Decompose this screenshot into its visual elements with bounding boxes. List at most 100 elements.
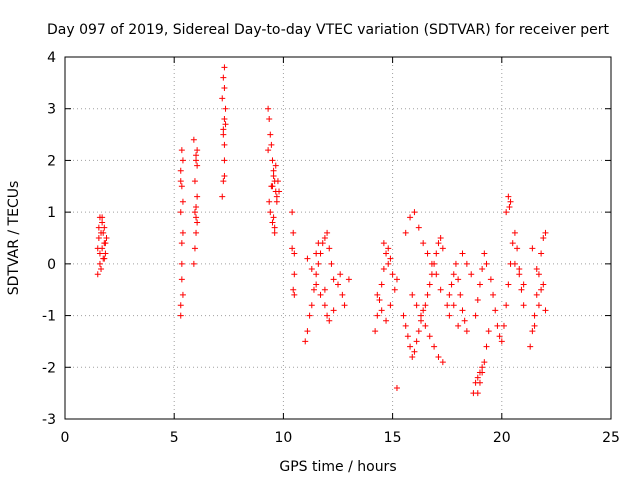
data-point: [542, 307, 549, 314]
data-point: [308, 302, 315, 309]
data-point: [178, 260, 185, 267]
data-point: [479, 364, 486, 371]
data-point: [304, 328, 311, 335]
data-point: [413, 302, 420, 309]
data-point: [461, 317, 468, 324]
data-point: [426, 333, 433, 340]
data-point: [321, 235, 328, 241]
data-point: [267, 131, 274, 138]
data-point: [407, 214, 414, 221]
data-point: [437, 286, 444, 293]
data-point: [487, 276, 494, 283]
data-point: [529, 328, 536, 335]
data-point: [101, 255, 108, 262]
data-point: [221, 64, 228, 71]
data-point: [177, 178, 184, 185]
data-point: [535, 302, 542, 309]
data-point: [345, 276, 352, 283]
data-point: [219, 95, 226, 102]
data-point: [326, 245, 333, 252]
data-point: [337, 271, 344, 278]
data-point: [492, 307, 499, 314]
x-tick-label: 10: [274, 430, 292, 446]
data-point: [520, 281, 527, 288]
data-point: [520, 302, 527, 309]
data-point: [422, 322, 429, 329]
data-point: [496, 333, 503, 340]
data-point: [221, 116, 228, 123]
data-point: [490, 291, 497, 298]
data-point: [417, 317, 424, 324]
data-point: [220, 131, 227, 138]
data-point: [193, 152, 200, 159]
plot-frame: [64, 56, 612, 420]
data-point: [273, 198, 280, 205]
data-point: [272, 162, 279, 169]
data-point: [509, 240, 516, 247]
data-point: [455, 276, 462, 283]
data-point: [417, 312, 424, 319]
data-point: [290, 286, 297, 293]
data-point: [450, 271, 457, 278]
data-point: [448, 281, 455, 288]
data-point: [439, 245, 446, 252]
data-point: [378, 307, 385, 314]
data-point: [221, 85, 228, 92]
data-point: [179, 157, 186, 164]
data-point: [450, 302, 457, 309]
data-point: [374, 291, 381, 298]
data-point: [194, 193, 201, 200]
data-point: [102, 240, 109, 247]
data-point: [514, 245, 521, 252]
data-point: [538, 286, 545, 293]
data-point: [289, 245, 296, 252]
data-point: [220, 74, 227, 81]
data-point: [179, 291, 186, 298]
chart-title: Day 097 of 2019, Sidereal Day-to-day VTE…: [47, 22, 609, 38]
data-point: [431, 343, 438, 350]
data-point: [291, 271, 298, 278]
data-point: [191, 209, 198, 216]
data-point: [516, 271, 523, 278]
data-point: [313, 250, 320, 257]
x-tick-label: 5: [170, 430, 179, 446]
x-tick-label: 20: [493, 430, 511, 446]
data-point: [393, 276, 400, 283]
data-point: [99, 219, 106, 226]
data-point: [474, 297, 481, 304]
data-point: [457, 291, 464, 298]
data-point: [102, 250, 109, 257]
data-point: [433, 250, 440, 257]
data-point: [98, 266, 105, 273]
data-point: [383, 250, 390, 257]
data-point: [463, 260, 470, 267]
data-point: [428, 260, 435, 267]
data-point: [391, 286, 398, 293]
y-tick-label: 3: [47, 102, 56, 118]
data-point: [494, 322, 501, 329]
data-point: [313, 281, 320, 288]
data-point: [435, 353, 442, 360]
data-point: [435, 240, 442, 247]
data-point: [317, 291, 324, 298]
data-point: [339, 291, 346, 298]
data-point: [411, 209, 418, 216]
data-point: [194, 219, 201, 226]
data-point: [409, 353, 416, 360]
data-point: [315, 240, 322, 247]
data-point: [474, 374, 481, 381]
y-tick-label: -3: [42, 412, 56, 428]
data-point: [476, 281, 483, 288]
data-point: [479, 369, 486, 376]
data-point: [271, 224, 278, 231]
data-point: [306, 312, 313, 319]
data-point: [420, 240, 427, 247]
data-point: [221, 141, 228, 148]
data-point: [222, 121, 229, 128]
data-point: [194, 147, 201, 154]
x-tick-label: 0: [61, 430, 70, 446]
data-point: [94, 271, 101, 278]
data-point: [476, 379, 483, 386]
data-point: [503, 302, 510, 309]
data-point: [269, 183, 276, 190]
